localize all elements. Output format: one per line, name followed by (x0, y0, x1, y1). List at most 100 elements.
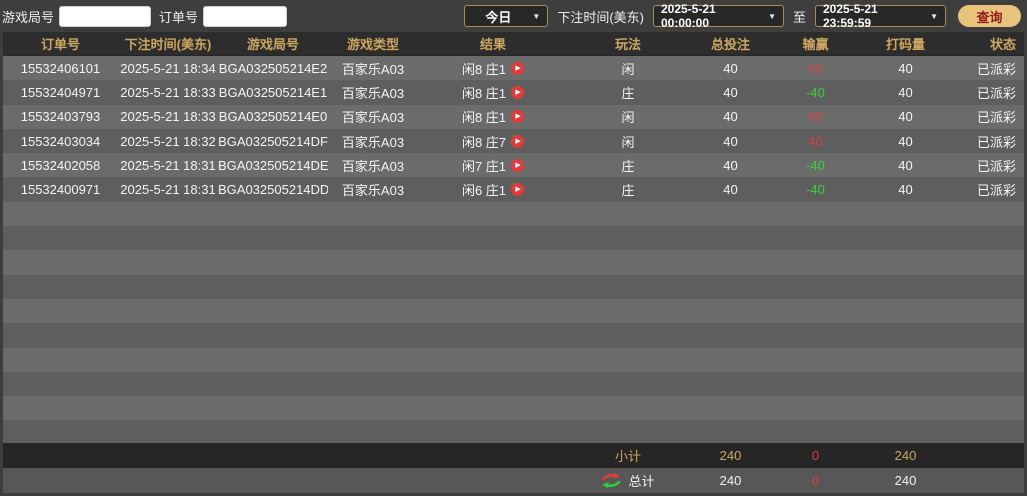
chevron-down-icon: ▼ (532, 11, 541, 21)
bet-time-label: 下注时间(美东) (557, 9, 644, 25)
table-row: 15532404971 2025-5-21 18:33 BGA032505214… (3, 80, 1024, 105)
result-text: 闲8 庄7 (461, 134, 507, 150)
time-from-value: 2025-5-21 00:00:00 (660, 2, 716, 30)
status-cell: 已派彩 (976, 85, 1016, 101)
win-loss-cell: 40 (808, 60, 823, 76)
subtotal-row: 小计 240 0 240 (3, 443, 1024, 468)
play-video-icon[interactable]: ▶ (511, 110, 525, 124)
total-bet-cell: 40 (723, 84, 738, 100)
order-id-cell: 15532403793 (20, 109, 101, 125)
empty-row (3, 226, 1024, 251)
result-text: 闲8 庄1 (461, 110, 507, 126)
order-id-cell: 15532400971 (20, 182, 101, 198)
col-header-total-bet: 总投注 (710, 37, 750, 52)
col-header-round-id: 游戏局号 (246, 37, 299, 52)
turnover-cell: 40 (898, 60, 913, 76)
table-row: 15532403793 2025-5-21 18:33 BGA032505214… (3, 104, 1024, 129)
toolbar-right-group: 今日 ▼ 下注时间(美东) 2025-5-21 00:00:00 ▼ 至 202… (464, 2, 1021, 30)
grand-total-label: 总计 (628, 474, 655, 489)
game-type-cell: 百家乐A03 (341, 61, 405, 77)
play-video-icon[interactable]: ▶ (511, 61, 525, 75)
col-header-turnover: 打码量 (885, 37, 925, 52)
game-round-input[interactable] (59, 5, 152, 27)
bet-time-cell: 2025-5-21 18:33 (120, 109, 216, 125)
empty-row (3, 371, 1024, 397)
total-bet-cell: 40 (723, 133, 738, 149)
col-header-game-type: 游戏类型 (346, 37, 399, 52)
bet-time-cell: 2025-5-21 18:32 (120, 133, 216, 149)
play-type-cell: 庄 (621, 158, 635, 174)
win-loss-cell: -40 (806, 84, 825, 100)
table-row: 15532406101 2025-5-21 18:34 BGA032505214… (3, 56, 1024, 81)
order-id-cell: 15532404971 (20, 84, 101, 100)
game-round-label: 游戏局号 (2, 9, 55, 25)
col-header-status: 状态 (989, 37, 1016, 52)
subtotal-win-loss: 0 (811, 448, 820, 463)
result-cell: 闲8 庄1 ▶ (418, 59, 568, 78)
col-header-win-loss: 输赢 (802, 37, 829, 52)
bet-time-cell: 2025-5-21 18:31 (120, 157, 216, 173)
turnover-cell: 40 (898, 109, 913, 125)
game-type-cell: 百家乐A03 (341, 110, 405, 126)
empty-row (3, 420, 1024, 445)
bet-time-cell: 2025-5-21 18:34 (120, 60, 216, 76)
total-bet-cell: 40 (723, 157, 738, 173)
game-type-cell: 百家乐A03 (341, 85, 405, 101)
bet-time-cell: 2025-5-21 18:33 (120, 84, 216, 100)
empty-row (3, 396, 1024, 421)
play-type-cell: 闲 (621, 134, 635, 150)
col-header-order-id: 订单号 (40, 37, 80, 52)
round-id-cell: BGA032505214E0 (218, 109, 328, 125)
play-type-cell: 庄 (621, 183, 635, 199)
play-video-icon[interactable]: ▶ (511, 134, 525, 148)
play-video-icon[interactable]: ▶ (511, 85, 525, 99)
play-video-icon[interactable]: ▶ (511, 158, 525, 172)
empty-row (3, 274, 1024, 299)
table-row: 15532403034 2025-5-21 18:32 BGA032505214… (3, 128, 1024, 154)
period-dropdown[interactable]: 今日 ▼ (464, 5, 549, 27)
status-cell: 已派彩 (976, 61, 1016, 77)
order-no-label: 订单号 (159, 9, 199, 25)
round-id-cell: BGA032505214E1 (218, 84, 328, 100)
order-id-cell: 15532403034 (20, 133, 101, 149)
order-id-cell: 15532402058 (20, 157, 101, 173)
game-type-cell: 百家乐A03 (341, 134, 405, 150)
filter-toolbar: 游戏局号 订单号 今日 ▼ 下注时间(美东) 2025-5-21 00:00:0… (0, 0, 1027, 32)
swap-arrows-icon (602, 473, 621, 488)
col-header-bet-time: 下注时间(美东) (124, 37, 212, 52)
order-id-cell: 15532406101 (20, 60, 101, 76)
win-loss-cell: 40 (808, 109, 823, 125)
table-row: 15532402058 2025-5-21 18:31 BGA032505214… (3, 153, 1024, 178)
result-cell: 闲8 庄1 ▶ (418, 107, 568, 126)
time-to-dropdown[interactable]: 2025-5-21 23:59:59 ▼ (815, 2, 946, 30)
result-text: 闲7 庄1 (461, 158, 507, 174)
win-loss-cell: 40 (808, 133, 823, 149)
total-bet-cell: 40 (723, 182, 738, 198)
result-cell: 闲7 庄1 ▶ (418, 156, 568, 175)
turnover-cell: 40 (898, 84, 913, 100)
time-from-dropdown[interactable]: 2025-5-21 00:00:00 ▼ (652, 2, 784, 30)
col-header-result: 结果 (479, 37, 506, 52)
play-video-icon[interactable]: ▶ (511, 183, 525, 197)
total-bet-cell: 40 (723, 109, 738, 125)
chevron-down-icon: ▼ (930, 11, 938, 21)
status-cell: 已派彩 (976, 183, 1016, 199)
subtotal-label: 小计 (614, 449, 641, 464)
empty-row (3, 347, 1024, 372)
play-type-cell: 庄 (621, 85, 635, 101)
win-loss-cell: -40 (806, 182, 825, 198)
status-cell: 已派彩 (976, 110, 1016, 126)
status-cell: 已派彩 (976, 134, 1016, 150)
empty-row (3, 250, 1024, 275)
period-dropdown-value: 今日 (485, 9, 512, 25)
col-header-play: 玩法 (614, 37, 641, 52)
empty-row (3, 201, 1024, 227)
query-button[interactable]: 查询 (958, 5, 1021, 27)
status-cell: 已派彩 (976, 158, 1016, 174)
order-no-input[interactable] (203, 5, 288, 27)
grand-total-turnover: 240 (894, 473, 917, 488)
result-text: 闲8 庄1 (461, 61, 507, 77)
subtotal-turnover: 240 (894, 448, 917, 463)
bet-records-table: 订单号 下注时间(美东) 游戏局号 游戏类型 结果 玩法 总投注 输赢 打码量 … (0, 32, 1027, 493)
round-id-cell: BGA032505214DF (218, 133, 328, 149)
